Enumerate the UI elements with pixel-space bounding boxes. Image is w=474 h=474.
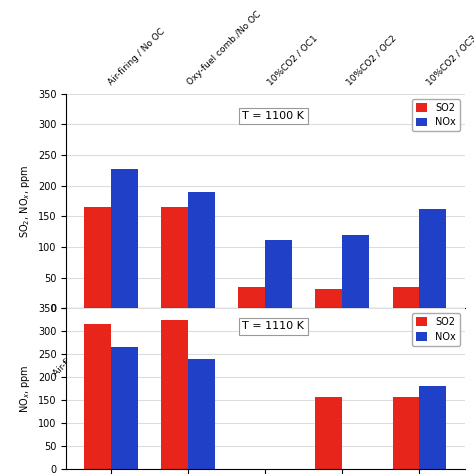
- Bar: [189, 192, 215, 309]
- Bar: [316, 397, 342, 469]
- Text: 10%CO2 / OC3: 10%CO2 / OC3: [425, 34, 474, 87]
- Bar: [162, 207, 189, 309]
- Text: Combustion atmosphere / Oxygen Carrier: Combustion atmosphere / Oxygen Carrier: [144, 98, 387, 108]
- Bar: [392, 287, 419, 309]
- Bar: [342, 235, 369, 309]
- Legend: SO2, NOx: SO2, NOx: [412, 313, 460, 346]
- Text: Air-firing / No OC: Air-firing / No OC: [106, 27, 166, 87]
- Text: Combustion atmosphere / Oxygen Carrier: Combustion atmosphere / Oxygen Carrier: [144, 420, 387, 430]
- Bar: [111, 347, 138, 469]
- Bar: [111, 169, 138, 309]
- Bar: [84, 207, 111, 309]
- Bar: [419, 209, 447, 309]
- Bar: [392, 397, 419, 469]
- Bar: [419, 386, 447, 469]
- Bar: [162, 320, 189, 469]
- Text: T = 1100 K: T = 1100 K: [243, 111, 304, 121]
- Bar: [316, 289, 342, 309]
- Legend: SO2, NOx: SO2, NOx: [412, 99, 460, 131]
- Text: 10%CO2 / OC1: 10%CO2 / OC1: [265, 34, 319, 87]
- Bar: [84, 324, 111, 469]
- Bar: [265, 240, 292, 309]
- Bar: [238, 287, 265, 309]
- Text: T = 1110 K: T = 1110 K: [243, 321, 304, 331]
- Text: 10%CO2 / OC2: 10%CO2 / OC2: [345, 34, 399, 87]
- Y-axis label: NO$_x$, ppm: NO$_x$, ppm: [18, 365, 32, 413]
- Y-axis label: SO$_2$, NO$_x$, ppm: SO$_2$, NO$_x$, ppm: [18, 164, 32, 238]
- Text: Oxy-fuel comb./No OC: Oxy-fuel comb./No OC: [186, 10, 263, 87]
- Bar: [189, 359, 215, 469]
